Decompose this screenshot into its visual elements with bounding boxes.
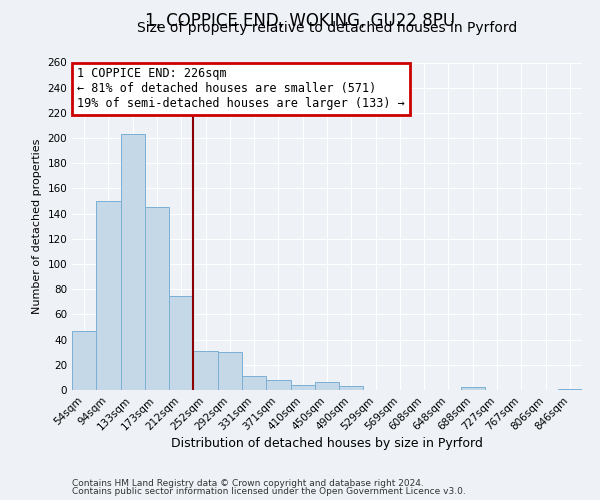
Bar	[145, 208, 169, 390]
Bar	[72, 331, 96, 390]
Bar	[461, 388, 485, 390]
Bar	[315, 382, 339, 390]
Bar	[193, 351, 218, 390]
Text: 1, COPPICE END, WOKING, GU22 8PU: 1, COPPICE END, WOKING, GU22 8PU	[145, 12, 455, 30]
Bar	[339, 386, 364, 390]
Title: Size of property relative to detached houses in Pyrford: Size of property relative to detached ho…	[137, 21, 517, 35]
Bar	[218, 352, 242, 390]
Text: Contains HM Land Registry data © Crown copyright and database right 2024.: Contains HM Land Registry data © Crown c…	[72, 478, 424, 488]
Bar	[169, 296, 193, 390]
Bar	[290, 385, 315, 390]
Bar	[121, 134, 145, 390]
X-axis label: Distribution of detached houses by size in Pyrford: Distribution of detached houses by size …	[171, 438, 483, 450]
Bar	[242, 376, 266, 390]
Bar	[266, 380, 290, 390]
Text: 1 COPPICE END: 226sqm
← 81% of detached houses are smaller (571)
19% of semi-det: 1 COPPICE END: 226sqm ← 81% of detached …	[77, 68, 405, 110]
Bar	[558, 388, 582, 390]
Text: Contains public sector information licensed under the Open Government Licence v3: Contains public sector information licen…	[72, 487, 466, 496]
Y-axis label: Number of detached properties: Number of detached properties	[32, 138, 42, 314]
Bar	[96, 201, 121, 390]
